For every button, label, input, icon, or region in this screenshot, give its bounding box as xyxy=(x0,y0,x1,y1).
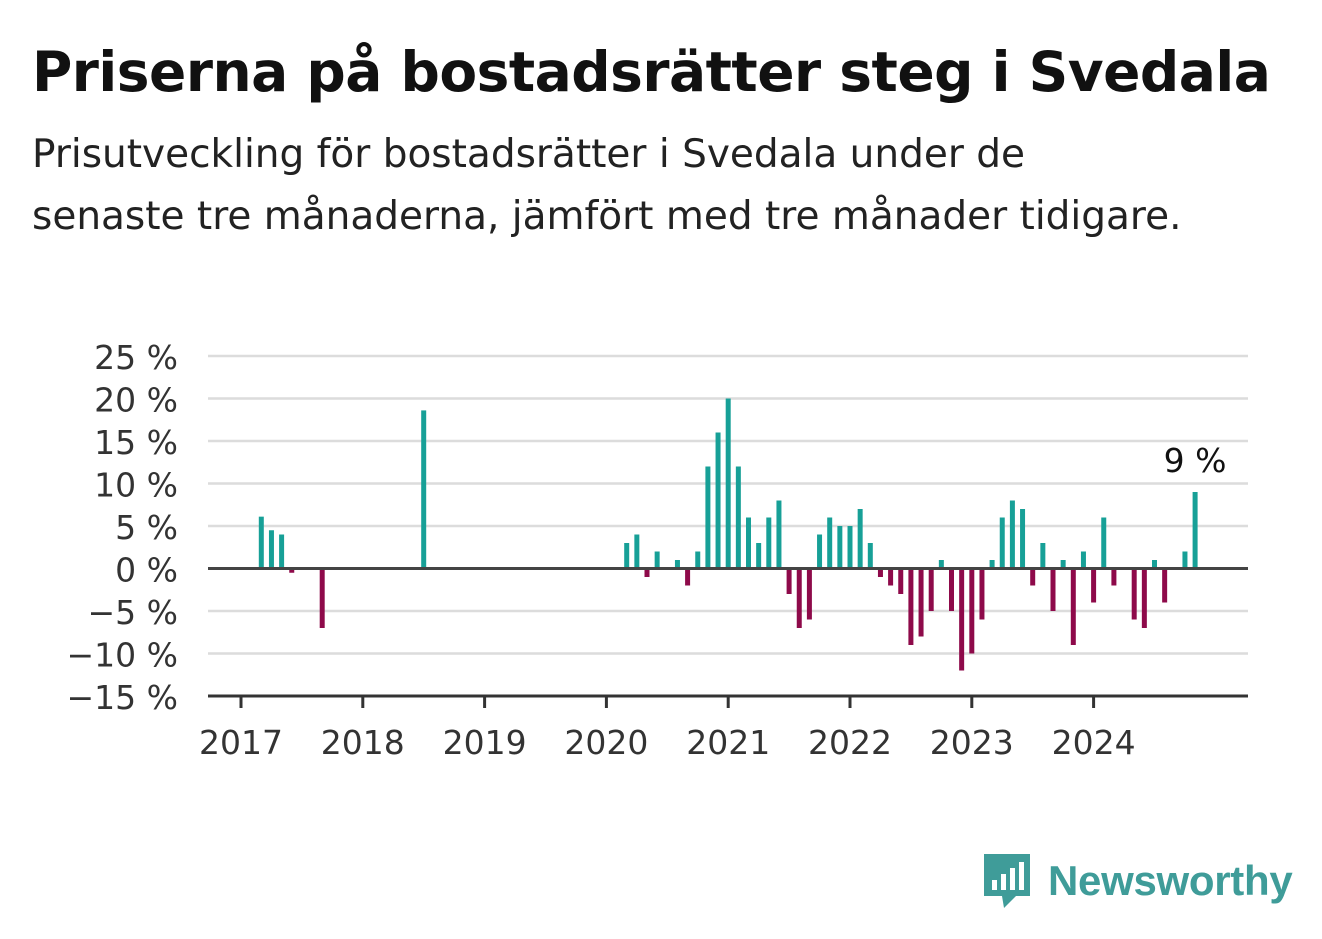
bar xyxy=(796,568,802,628)
bar-chart-speech-bubble-icon xyxy=(984,854,1030,908)
bar xyxy=(289,568,295,573)
bar xyxy=(766,517,772,569)
data-label: 9 % xyxy=(1164,441,1227,480)
bar xyxy=(1080,551,1086,569)
bar xyxy=(867,543,873,569)
bar xyxy=(279,534,285,569)
bar xyxy=(674,560,680,569)
bar xyxy=(928,568,934,611)
bar xyxy=(837,526,843,569)
tick-labels: 25 % 20 %15 % 10 %5 % 0 %−5 % −10 %−15 % 2017… xyxy=(67,338,1227,762)
bar-chart: 25 % 20 %15 % 10 %5 % 0 %−5 % −10 %−15 % 2017… xyxy=(67,338,1248,762)
bar xyxy=(1050,568,1056,611)
bar xyxy=(685,568,691,586)
bar xyxy=(898,568,904,594)
bar xyxy=(969,568,975,654)
bar xyxy=(1182,551,1188,569)
bar xyxy=(258,516,264,569)
bar xyxy=(1060,560,1066,569)
bar xyxy=(1141,568,1147,628)
bar xyxy=(959,568,965,671)
bar xyxy=(989,560,995,569)
y-tick-label: 10 % xyxy=(94,466,178,505)
bar xyxy=(746,517,751,569)
y-tick-label: 25 % xyxy=(94,338,178,377)
x-tick-label: 2020 xyxy=(564,723,648,762)
bar xyxy=(705,466,711,569)
newsworthy-logo: Newsworthy xyxy=(980,850,1293,912)
bar xyxy=(421,410,427,569)
bar xyxy=(1030,568,1036,586)
bar xyxy=(877,568,883,577)
x-tick-label: 2024 xyxy=(1052,723,1136,762)
x-tick-label: 2021 xyxy=(686,723,770,762)
bar xyxy=(1040,543,1046,569)
x-tick-label: 2022 xyxy=(808,723,892,762)
bar xyxy=(695,551,701,569)
y-tick-label: 20 % xyxy=(94,381,178,420)
bar xyxy=(624,543,630,569)
brand-name: Newsworthy xyxy=(1048,857,1293,904)
bar xyxy=(979,568,985,620)
bars xyxy=(258,398,1198,671)
bar xyxy=(654,551,660,569)
y-tick-label: 15 % xyxy=(94,423,178,462)
bar xyxy=(1070,568,1076,645)
bar xyxy=(644,568,650,577)
bar xyxy=(1131,568,1137,620)
bar xyxy=(817,534,823,569)
chart-subtitle: Prisutveckling för bostadsrätter i Sveda… xyxy=(32,132,1182,239)
bar xyxy=(857,509,863,569)
bar xyxy=(908,568,914,645)
bar xyxy=(847,526,853,569)
bar xyxy=(776,500,782,569)
bar xyxy=(634,534,640,569)
bar xyxy=(735,466,741,569)
bar xyxy=(806,568,812,620)
bar xyxy=(1162,568,1168,603)
bar xyxy=(1111,568,1117,586)
bar xyxy=(786,568,792,594)
bar xyxy=(268,530,274,569)
bar xyxy=(1152,560,1157,569)
bar xyxy=(827,517,833,569)
bar xyxy=(715,432,721,569)
bar xyxy=(1020,509,1026,569)
bar xyxy=(319,568,325,628)
bar xyxy=(1192,492,1198,569)
bar xyxy=(888,568,894,586)
chart-title: Priserna på bostadsrätter steg i Svedala xyxy=(32,40,1271,104)
y-tick-label: 0 % xyxy=(115,551,178,590)
x-tick-label: 2019 xyxy=(443,723,527,762)
bar xyxy=(1091,568,1097,603)
x-tick-label: 2023 xyxy=(930,723,1014,762)
y-tick-label: 5 % xyxy=(115,508,178,547)
y-tick-label: −5 % xyxy=(88,593,179,632)
x-tick-label: 2017 xyxy=(199,723,283,762)
bar xyxy=(1101,517,1107,569)
bar xyxy=(918,568,924,637)
bar xyxy=(938,560,944,569)
bar xyxy=(999,517,1005,569)
axes xyxy=(208,567,1248,708)
bar xyxy=(725,398,731,569)
y-tick-label: −15 % xyxy=(67,678,179,717)
bar xyxy=(756,543,762,569)
bar xyxy=(949,568,954,611)
x-tick-label: 2018 xyxy=(321,723,405,762)
bar xyxy=(1009,500,1015,569)
y-tick-label: −10 % xyxy=(67,636,179,675)
